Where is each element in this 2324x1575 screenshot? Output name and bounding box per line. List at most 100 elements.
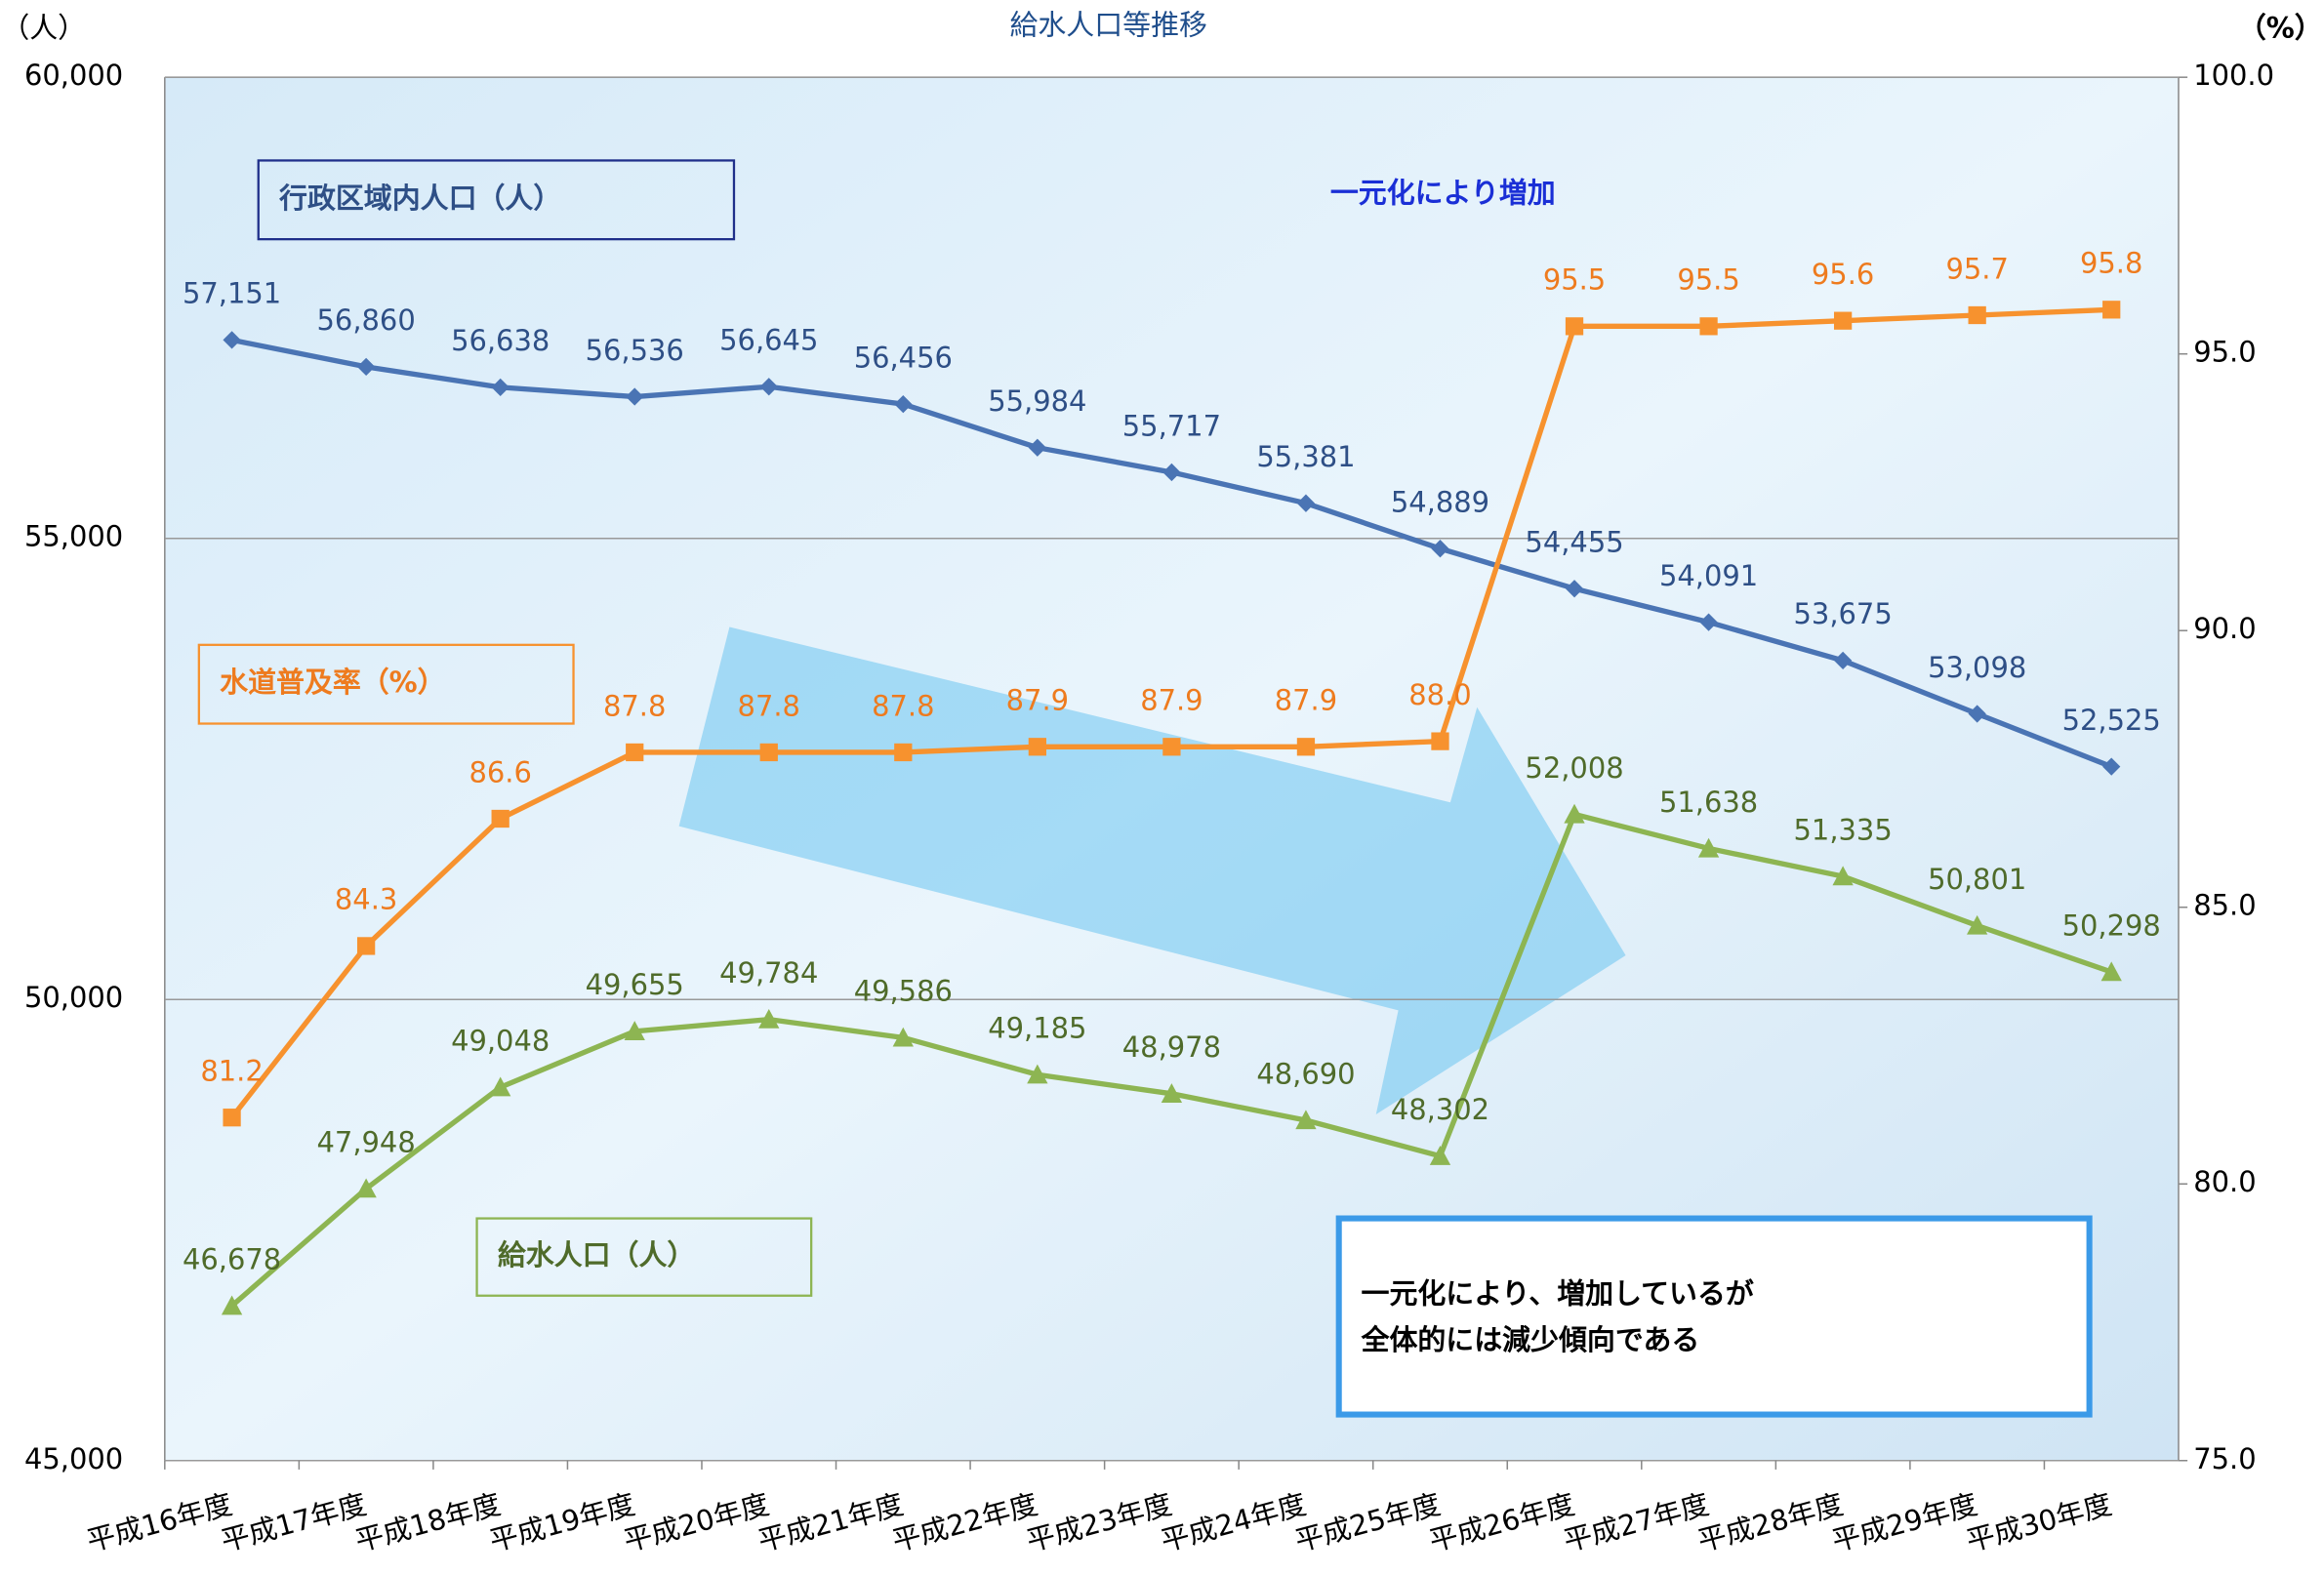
marker bbox=[626, 387, 644, 406]
marker bbox=[1295, 1110, 1317, 1130]
data-label: 48,690 bbox=[1256, 1057, 1355, 1090]
marker bbox=[1968, 305, 1986, 325]
data-label: 49,185 bbox=[988, 1012, 1086, 1045]
y2-axis-label: （%） bbox=[2238, 11, 2323, 44]
data-label: 95.7 bbox=[1945, 252, 2008, 285]
data-label: 53,098 bbox=[1928, 651, 2026, 684]
data-label: 87.8 bbox=[603, 689, 666, 722]
x-tick-label: 平成17年度 bbox=[218, 1487, 370, 1557]
data-label: 53,675 bbox=[1794, 597, 1893, 630]
data-label: 54,455 bbox=[1525, 526, 1623, 559]
y-tick-label: 55,000 bbox=[24, 520, 123, 553]
y2-tick-label: 95.0 bbox=[2193, 336, 2256, 369]
marker bbox=[1833, 311, 1853, 330]
data-label: 95.5 bbox=[1543, 263, 1606, 297]
y2-tick-label: 85.0 bbox=[2193, 889, 2256, 922]
data-label: 87.9 bbox=[1275, 684, 1337, 717]
marker bbox=[221, 1295, 243, 1315]
data-label: 52,525 bbox=[2062, 704, 2161, 737]
marker bbox=[1162, 738, 1181, 756]
y-tick-label: 50,000 bbox=[24, 981, 123, 1014]
data-label: 51,335 bbox=[1794, 813, 1893, 846]
marker bbox=[2100, 961, 2122, 982]
marker bbox=[1028, 738, 1046, 756]
data-label: 56,536 bbox=[586, 334, 684, 367]
data-label: 95.6 bbox=[1812, 258, 1874, 291]
marker bbox=[1429, 1146, 1451, 1165]
data-label: 49,784 bbox=[719, 956, 818, 989]
note-text: 全体的には減少傾向である bbox=[1361, 1323, 1700, 1356]
marker bbox=[2102, 301, 2121, 319]
marker bbox=[624, 1021, 645, 1040]
marker bbox=[1564, 803, 1585, 824]
arrow bbox=[678, 626, 1626, 1114]
marker bbox=[1699, 613, 1718, 631]
x-tick-label: 平成27年度 bbox=[1560, 1487, 1712, 1557]
marker bbox=[759, 378, 778, 396]
data-label: 87.8 bbox=[872, 689, 934, 722]
chart-title: 給水人口等推移 bbox=[1009, 8, 1206, 41]
data-label: 49,586 bbox=[854, 975, 953, 1008]
data-label: 54,091 bbox=[1659, 559, 1758, 592]
marker bbox=[892, 1027, 914, 1047]
data-label: 95.5 bbox=[1677, 263, 1739, 297]
marker bbox=[1296, 738, 1316, 756]
data-label: 49,048 bbox=[451, 1025, 550, 1058]
marker bbox=[355, 1178, 377, 1198]
data-label: 50,298 bbox=[2062, 909, 2161, 942]
x-tick-label: 平成21年度 bbox=[754, 1487, 907, 1557]
marker bbox=[2102, 757, 2121, 776]
x-tick-label: 平成25年度 bbox=[1291, 1487, 1444, 1557]
data-label: 49,655 bbox=[586, 968, 684, 1001]
legend-label: 給水人口（人） bbox=[498, 1238, 695, 1272]
marker bbox=[491, 809, 510, 828]
data-label: 51,638 bbox=[1659, 786, 1758, 819]
marker bbox=[1697, 837, 1720, 858]
data-label: 46,678 bbox=[183, 1242, 281, 1275]
data-label: 87.9 bbox=[1140, 684, 1203, 717]
data-label: 56,645 bbox=[719, 324, 818, 357]
note-text: 一元化により、増加しているが bbox=[1362, 1277, 1754, 1311]
data-label: 88.0 bbox=[1408, 678, 1471, 711]
legend-label: 水道普及率（%） bbox=[220, 666, 445, 699]
y2-tick-label: 90.0 bbox=[2193, 612, 2256, 645]
data-label: 47,948 bbox=[317, 1125, 416, 1158]
data-label: 50,801 bbox=[1928, 863, 2026, 896]
x-tick-label: 平成22年度 bbox=[889, 1487, 1041, 1557]
x-tick-label: 平成28年度 bbox=[1694, 1487, 1847, 1557]
marker bbox=[1162, 463, 1181, 482]
marker bbox=[1431, 732, 1449, 750]
y-axis-label: （人） bbox=[1, 11, 86, 44]
marker bbox=[490, 1076, 511, 1097]
marker bbox=[1833, 651, 1853, 670]
x-tick-label: 平成26年度 bbox=[1426, 1487, 1578, 1557]
data-label: 56,456 bbox=[854, 341, 953, 374]
marker bbox=[1832, 866, 1854, 886]
data-label: 95.8 bbox=[2080, 247, 2142, 280]
data-label: 84.3 bbox=[335, 883, 397, 916]
marker bbox=[356, 357, 376, 377]
data-label: 87.8 bbox=[738, 689, 800, 722]
marker bbox=[1027, 1064, 1048, 1084]
marker bbox=[894, 743, 913, 762]
marker bbox=[1431, 540, 1449, 558]
legend-box bbox=[475, 1217, 813, 1297]
legend-label: 行政区域内人口（人） bbox=[278, 182, 561, 215]
data-label: 56,638 bbox=[451, 324, 550, 357]
marker bbox=[1161, 1083, 1183, 1103]
y-tick-label: 45,000 bbox=[24, 1442, 123, 1475]
data-label: 55,717 bbox=[1122, 409, 1221, 442]
data-label: 56,860 bbox=[317, 303, 416, 337]
data-label: 55,984 bbox=[988, 384, 1086, 418]
marker bbox=[1296, 494, 1316, 512]
data-label: 48,978 bbox=[1122, 1030, 1221, 1064]
x-tick-label: 平成18年度 bbox=[351, 1487, 504, 1557]
x-tick-label: 平成16年度 bbox=[83, 1487, 235, 1557]
legend-box bbox=[257, 159, 736, 241]
data-label: 48,302 bbox=[1391, 1093, 1489, 1126]
marker bbox=[1565, 317, 1584, 336]
x-tick-label: 平成30年度 bbox=[1963, 1487, 2115, 1557]
data-label: 87.9 bbox=[1006, 684, 1069, 717]
marker bbox=[223, 1109, 241, 1127]
